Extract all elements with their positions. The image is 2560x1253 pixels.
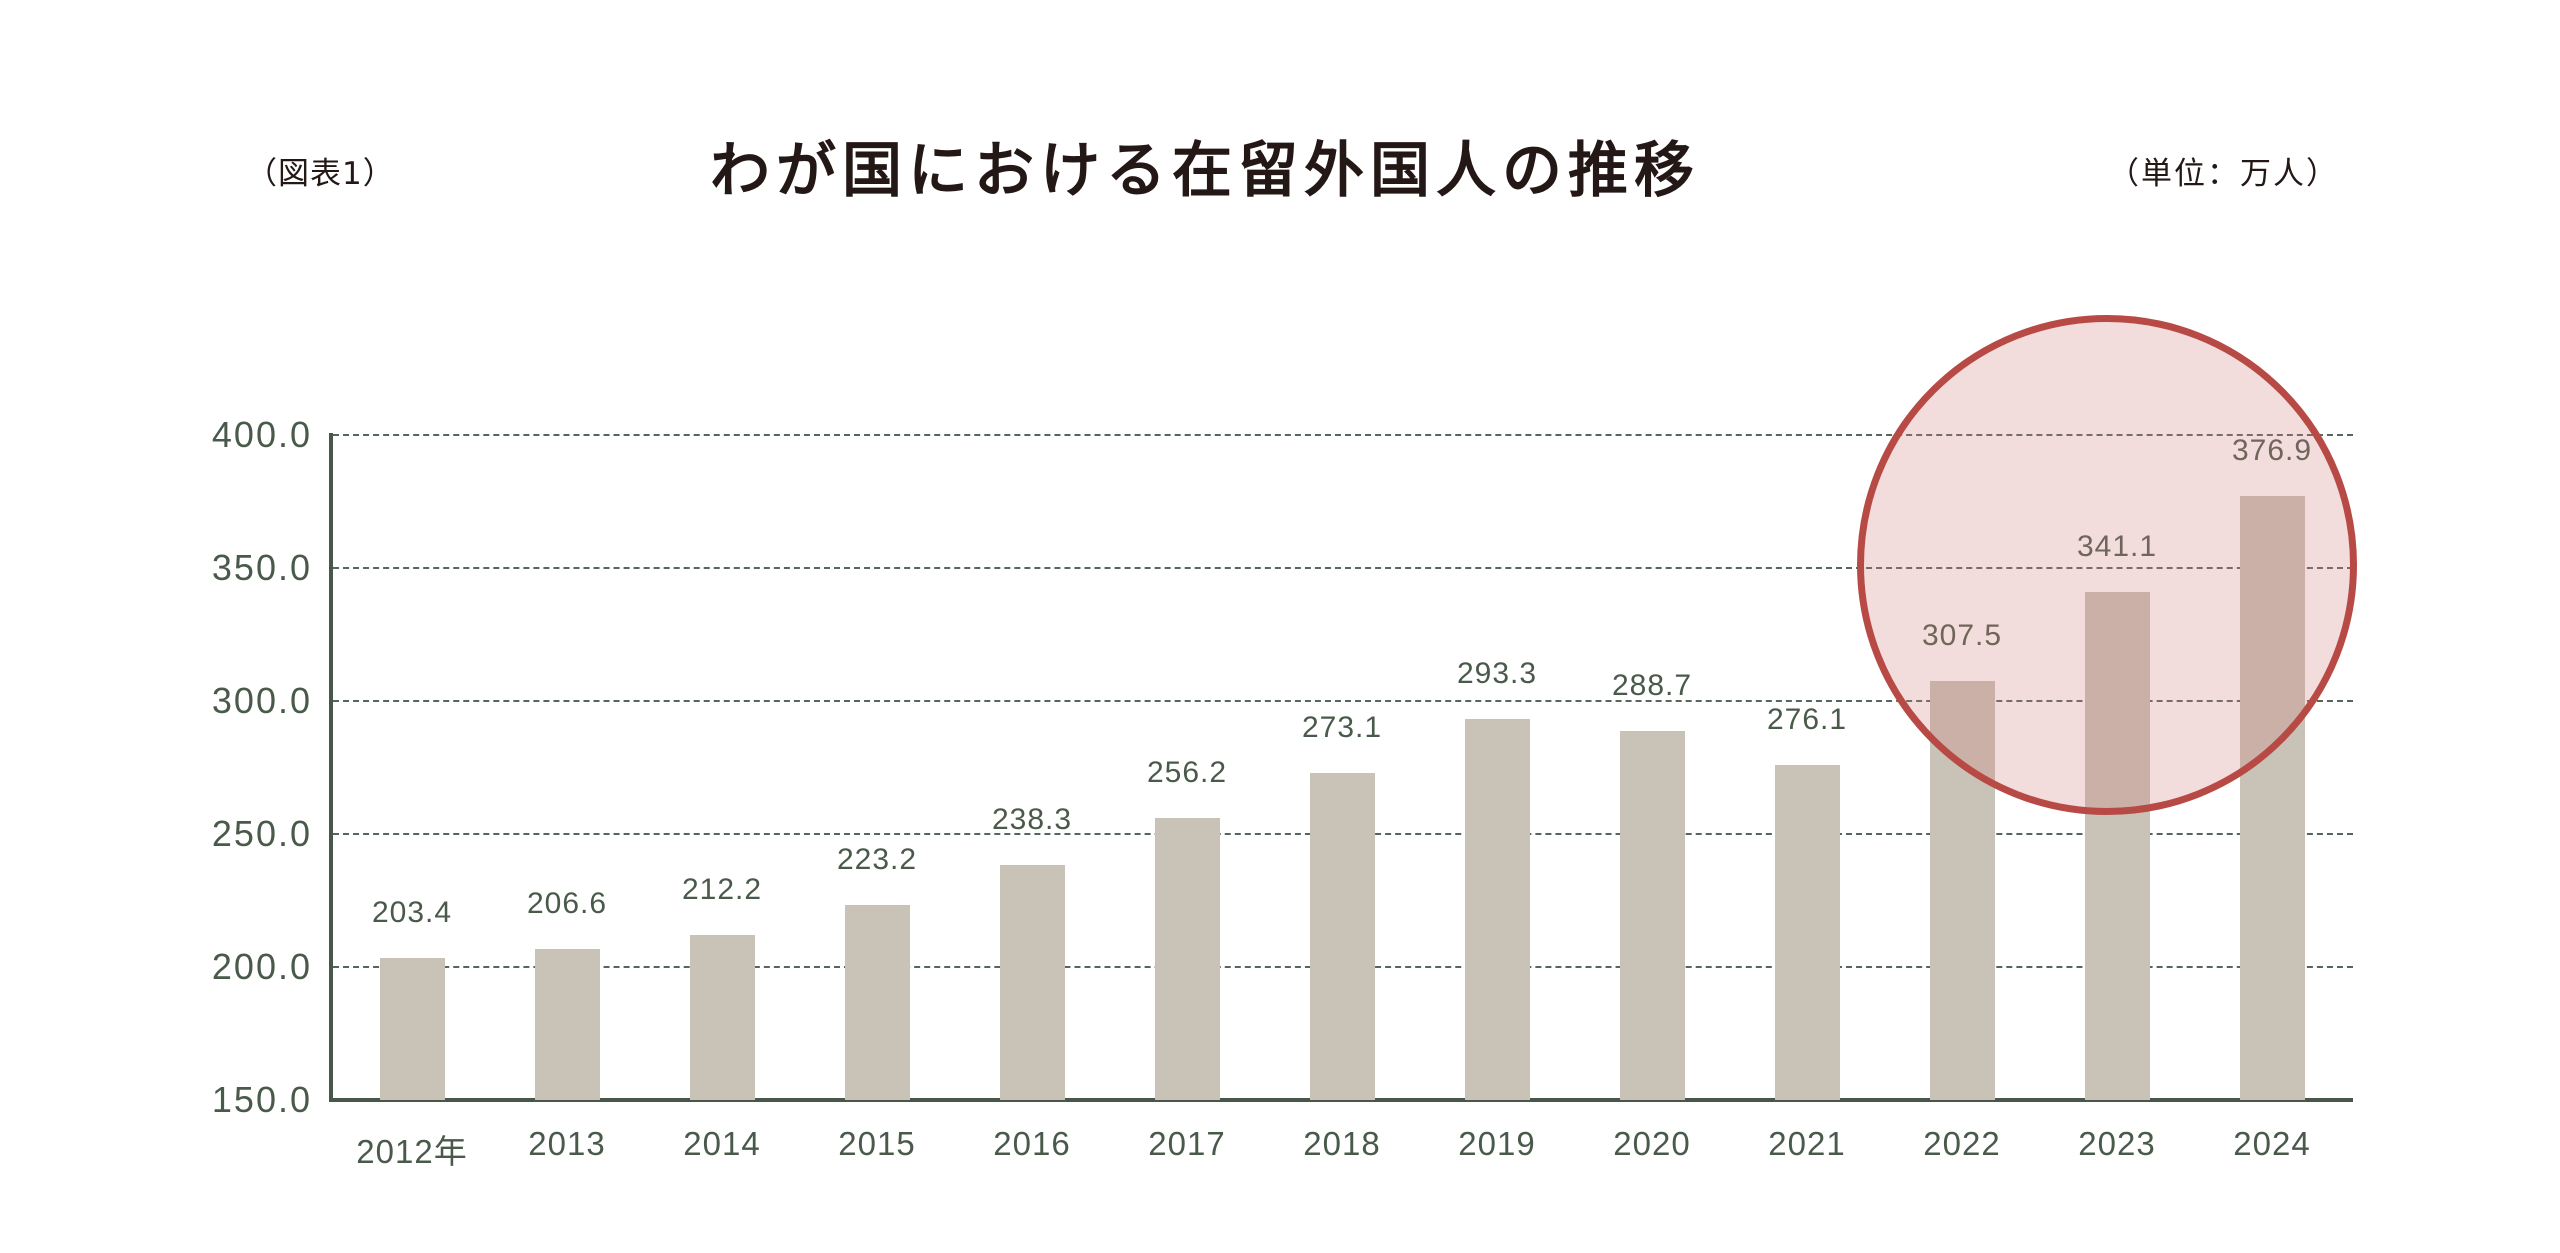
value-label: 206.6 bbox=[526, 887, 608, 921]
value-label: 276.1 bbox=[1766, 702, 1848, 736]
x-tick-label: 2024 bbox=[2233, 1125, 2311, 1162]
gridline bbox=[333, 700, 2353, 702]
value-label: 293.3 bbox=[1456, 656, 1538, 690]
unit-label: （単位：万人） bbox=[2108, 156, 2339, 192]
bar-2016 bbox=[999, 865, 1065, 1100]
figure-label: （図表1） bbox=[246, 156, 395, 192]
x-tick-label: 2020 bbox=[1613, 1125, 1691, 1162]
x-tick-label: 2021 bbox=[1768, 1125, 1846, 1162]
gridline bbox=[333, 434, 2353, 436]
y-tick-label: 200.0 bbox=[211, 946, 312, 987]
x-tick-label: 2019 bbox=[1458, 1125, 1536, 1162]
x-tick-label: 2017 bbox=[1148, 1125, 1226, 1162]
value-label: 223.2 bbox=[836, 843, 918, 877]
y-axis bbox=[329, 433, 333, 1102]
value-label: 273.1 bbox=[1301, 710, 1383, 744]
x-tick-label: 2015 bbox=[838, 1125, 916, 1162]
value-label: 212.2 bbox=[681, 872, 763, 906]
value-label: 203.4 bbox=[371, 895, 453, 929]
y-tick-label: 300.0 bbox=[211, 680, 312, 721]
x-tick-label: 2013 bbox=[528, 1125, 606, 1162]
x-tick-label: 2023 bbox=[2078, 1125, 2156, 1162]
bar-2019 bbox=[1464, 718, 1530, 1100]
x-tick-label: 2018 bbox=[1303, 1125, 1381, 1162]
chart-title-text: わが国における在留外国人の推移 bbox=[710, 136, 1700, 206]
y-tick-label: 350.0 bbox=[211, 547, 312, 588]
bar-2012 bbox=[379, 957, 445, 1100]
x-tick-label: 2014 bbox=[683, 1125, 761, 1162]
bar-2014 bbox=[689, 934, 755, 1100]
bar-2013 bbox=[534, 949, 600, 1100]
bar-2021 bbox=[1774, 764, 1840, 1100]
bar-2018 bbox=[1309, 772, 1375, 1100]
value-label: 238.3 bbox=[991, 803, 1073, 837]
y-tick-label: 400.0 bbox=[211, 414, 312, 455]
y-tick-label: 250.0 bbox=[211, 813, 312, 854]
x-tick-label: 2022 bbox=[1923, 1125, 2001, 1162]
x-tick-label: 2012年 bbox=[356, 1133, 468, 1170]
chart-title: わが国における在留外国人の推移 bbox=[0, 122, 2560, 209]
highlight-circle bbox=[1857, 315, 2357, 815]
bar-2017 bbox=[1154, 817, 1220, 1100]
y-tick-label: 150.0 bbox=[211, 1079, 312, 1120]
bar-2015 bbox=[844, 905, 910, 1100]
value-label: 288.7 bbox=[1611, 669, 1693, 703]
value-label: 256.2 bbox=[1146, 755, 1228, 789]
gridline bbox=[333, 567, 2353, 569]
bar-2020 bbox=[1619, 731, 1685, 1100]
x-tick-label: 2016 bbox=[993, 1125, 1071, 1162]
x-axis bbox=[329, 1098, 2353, 1102]
